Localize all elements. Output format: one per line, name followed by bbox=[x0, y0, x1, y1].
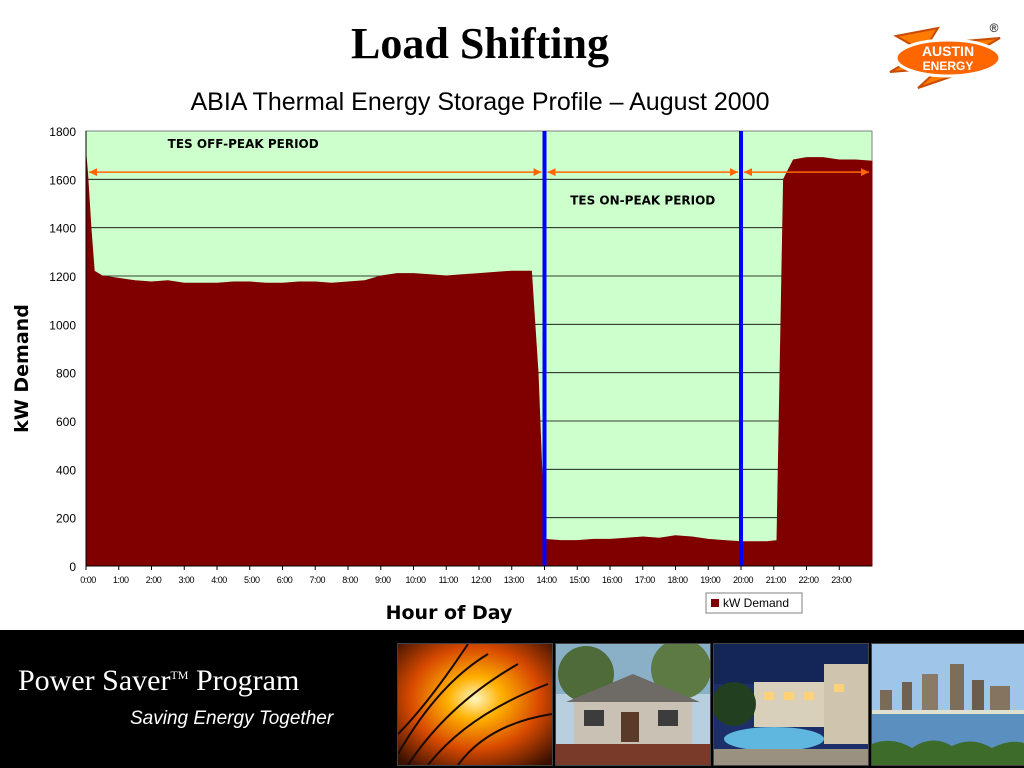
x-tick-label: 20:00 bbox=[733, 575, 754, 585]
period-annotation-label: TES OFF-PEAK PERIOD bbox=[168, 137, 319, 151]
x-tick-label: 14:00 bbox=[536, 575, 557, 585]
x-tick-label: 7:00 bbox=[309, 575, 325, 585]
y-tick-label: 1400 bbox=[49, 222, 76, 236]
chart-arrows bbox=[89, 168, 869, 177]
x-tick-label: 9:00 bbox=[375, 575, 391, 585]
load-profile-chart: 0 200 400 600 800 1000 1200 1400 1600 1800 0:00 1:0… bbox=[11, 125, 873, 624]
y-tick-label: 1000 bbox=[49, 318, 76, 332]
austin-energy-logo: AUSTIN ENERGY ® bbox=[889, 21, 1002, 89]
y-tick-label: 800 bbox=[56, 367, 76, 381]
x-tick-label: 15:00 bbox=[569, 575, 590, 585]
chart-area-series bbox=[85, 155, 873, 567]
x-tick-label: 5:00 bbox=[244, 575, 260, 585]
x-tick-label: 1:00 bbox=[113, 575, 129, 585]
x-tick-label: 17:00 bbox=[635, 575, 656, 585]
y-axis-title: kW Demand bbox=[11, 304, 33, 433]
x-tick-label: 16:00 bbox=[602, 575, 623, 585]
period-arrow-head-left bbox=[744, 168, 752, 177]
x-tick-label: 19:00 bbox=[700, 575, 721, 585]
chart-axes bbox=[85, 131, 872, 570]
city-skyline-lake-photo bbox=[871, 643, 1024, 766]
trademark-mark: TM bbox=[170, 668, 189, 682]
x-tick-label: 8:00 bbox=[342, 575, 358, 585]
program-suffix: Program bbox=[188, 664, 300, 697]
sunset-grass-photo bbox=[397, 643, 553, 766]
period-arrow-head-right bbox=[861, 168, 869, 177]
program-title: Power SaverTM Program bbox=[18, 664, 299, 698]
legend-box bbox=[705, 592, 803, 614]
x-tick-label: 6:00 bbox=[277, 575, 293, 585]
page-title: Load Shifting bbox=[351, 19, 609, 68]
x-tick-label: 4:00 bbox=[211, 575, 227, 585]
period-arrow-head-left bbox=[89, 168, 97, 177]
footer-banner: Power SaverTM Program Saving Energy Toge… bbox=[0, 630, 1024, 768]
x-tick-label: 13:00 bbox=[504, 575, 525, 585]
logo-line1: AUSTIN bbox=[922, 43, 974, 59]
x-tick-label: 0:00 bbox=[80, 575, 96, 585]
legend-label: kW Demand bbox=[723, 596, 789, 610]
x-tick-label: 2:00 bbox=[146, 575, 162, 585]
period-annotation-label: TES ON-PEAK PERIOD bbox=[570, 194, 715, 208]
x-tick-label: 3:00 bbox=[178, 575, 194, 585]
y-tick-label: 400 bbox=[56, 463, 76, 477]
x-tick-label: 11:00 bbox=[439, 575, 459, 585]
chart-subtitle: ABIA Thermal Energy Storage Profile – Au… bbox=[190, 88, 770, 116]
chart-markers bbox=[542, 131, 743, 566]
x-tick-label: 21:00 bbox=[766, 575, 787, 585]
period-arrow-head-left bbox=[547, 168, 556, 177]
tagline: Saving Energy Together bbox=[130, 708, 334, 729]
x-axis-title: Hour of Day bbox=[386, 602, 513, 624]
logo-registered: ® bbox=[990, 21, 999, 35]
logo-ellipse bbox=[894, 38, 1002, 78]
apartment-pool-photo bbox=[713, 643, 869, 766]
house-photo bbox=[555, 643, 711, 766]
x-tick-label: 12:00 bbox=[471, 575, 492, 585]
y-tick-label: 1600 bbox=[49, 173, 76, 187]
x-tick-label: 10:00 bbox=[405, 575, 426, 585]
legend-swatch bbox=[711, 599, 719, 607]
x-tick-label: 23:00 bbox=[831, 575, 852, 585]
x-tick-label: 22:00 bbox=[798, 575, 819, 585]
period-arrow-head-right bbox=[533, 168, 542, 177]
logo-line2: ENERGY bbox=[923, 59, 974, 73]
series-area-kw-demand bbox=[85, 155, 873, 567]
x-tick-label: 18:00 bbox=[667, 575, 688, 585]
y-tick-label: 200 bbox=[56, 512, 76, 526]
chart-labels: 0 200 400 600 800 1000 1200 1400 1600 1800 0:00 1:0… bbox=[11, 125, 852, 624]
y-tick-label: 1800 bbox=[49, 125, 76, 139]
period-arrow-head-right bbox=[730, 168, 738, 177]
y-tick-label: 1200 bbox=[49, 270, 76, 284]
y-tick-label: 600 bbox=[56, 415, 76, 429]
y-tick-label: 0 bbox=[69, 560, 76, 574]
program-name: Power Saver bbox=[18, 664, 171, 697]
